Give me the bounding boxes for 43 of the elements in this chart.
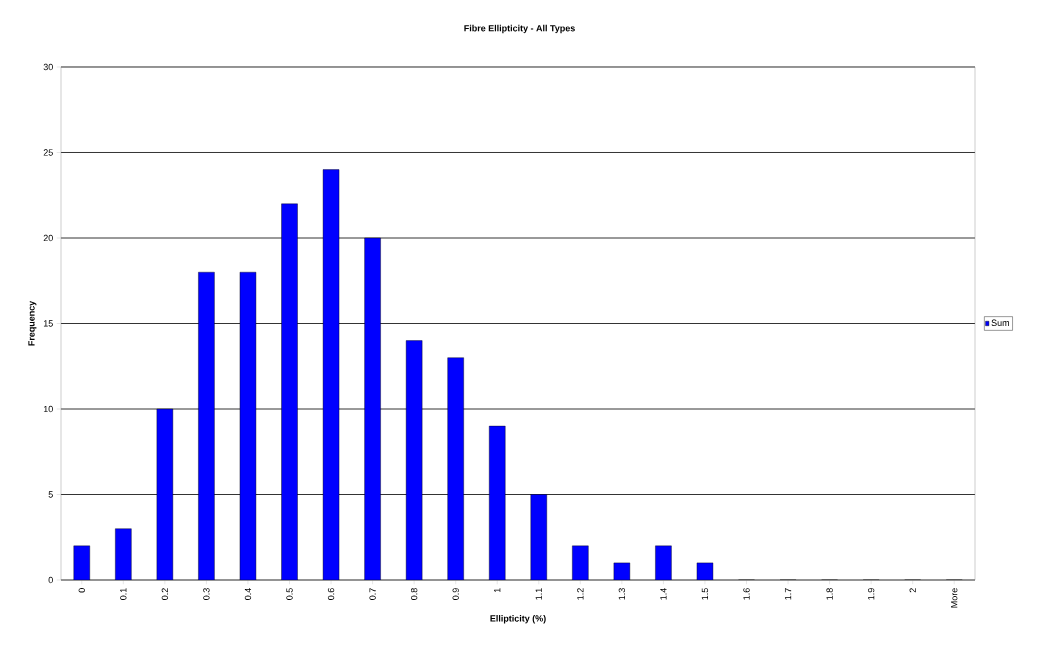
x-tick-label: 0.9: [452, 588, 459, 600]
bar: [198, 272, 215, 580]
x-tick-label: 0.5: [286, 588, 293, 600]
bar: [73, 545, 90, 580]
x-tick-label: 0.7: [369, 588, 376, 600]
x-tick-label: 0: [78, 588, 85, 593]
bar: [447, 357, 464, 580]
bar: [655, 545, 672, 580]
x-tick-label: 1.8: [826, 588, 833, 600]
x-tick-label: 1.7: [784, 588, 792, 600]
x-tick-label: 1.9: [867, 588, 875, 600]
x-tick-label: 0.1: [120, 588, 127, 600]
legend-label: Sum: [991, 319, 1009, 326]
x-tick-label: 1.3: [618, 588, 626, 600]
bar: [364, 237, 381, 580]
bar: [530, 494, 547, 580]
bar: [572, 545, 589, 580]
chart-title: Fibre Ellipticity - All Types: [464, 24, 575, 34]
x-tick-label: 1.6: [743, 588, 750, 600]
y-tick-label: 25: [43, 149, 53, 156]
x-tick-label: 0.2: [161, 588, 169, 600]
x-tick-label: 1.2: [577, 588, 584, 600]
x-tick-label: 1.5: [701, 588, 709, 600]
y-axis-title: Frequency: [28, 300, 37, 346]
x-tick-label: 0.4: [244, 588, 252, 600]
bar: [281, 203, 298, 580]
y-tick-label: 30: [43, 63, 53, 71]
x-tick-label: 0.6: [327, 588, 335, 600]
y-tick-label: 10: [43, 405, 53, 413]
x-tick-label: More: [951, 588, 958, 608]
y-tick-label: 20: [43, 234, 53, 242]
y-tick-label: 0: [48, 576, 53, 584]
x-tick-label: 0.8: [410, 588, 418, 600]
y-tick-label: 15: [43, 320, 53, 327]
y-tick-label: 5: [48, 491, 53, 498]
bar: [489, 425, 506, 580]
x-tick-label: 2: [909, 588, 916, 593]
bar: [115, 528, 132, 580]
x-tick-label: 0.3: [203, 588, 210, 600]
x-tick-label: 1.4: [660, 588, 667, 600]
x-tick-label: 1.1: [535, 588, 542, 600]
x-axis-title: Ellipticity (%): [490, 615, 546, 624]
x-tick-label: 1: [494, 588, 501, 593]
